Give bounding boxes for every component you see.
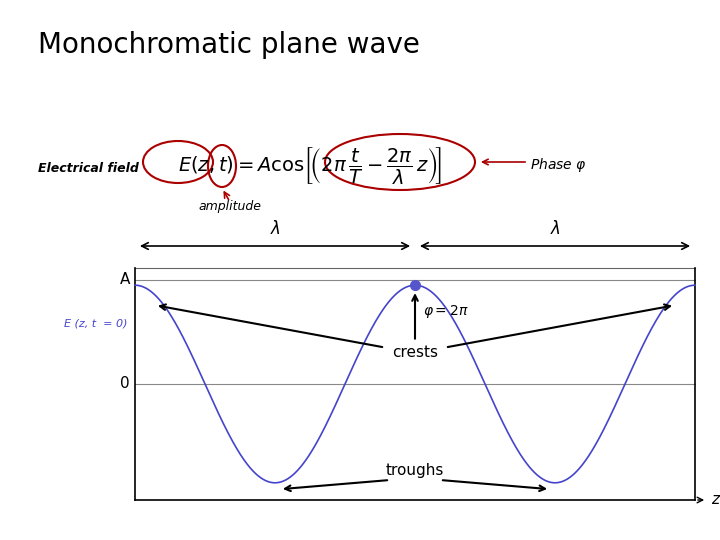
Text: troughs: troughs <box>386 462 444 477</box>
Text: Monochromatic plane wave: Monochromatic plane wave <box>38 31 420 59</box>
Text: z: z <box>711 492 719 508</box>
Text: amplitude: amplitude <box>199 200 261 213</box>
Text: Electrical field: Electrical field <box>38 161 139 174</box>
Text: $E(z,t) = A\cos\!\left[\!\left(2\pi\,\dfrac{t}{T} - \dfrac{2\pi}{\lambda}\,z\rig: $E(z,t) = A\cos\!\left[\!\left(2\pi\,\df… <box>178 145 442 186</box>
Text: A: A <box>120 273 130 287</box>
Text: crests: crests <box>392 345 438 360</box>
Text: $\lambda$: $\lambda$ <box>549 220 560 238</box>
Text: 0: 0 <box>120 376 130 392</box>
Text: $\varphi=2\pi$: $\varphi=2\pi$ <box>423 303 469 320</box>
Text: Phase $\varphi$: Phase $\varphi$ <box>530 156 587 174</box>
Text: E (z, t  = 0): E (z, t = 0) <box>63 318 127 328</box>
Text: $\lambda$: $\lambda$ <box>269 220 280 238</box>
